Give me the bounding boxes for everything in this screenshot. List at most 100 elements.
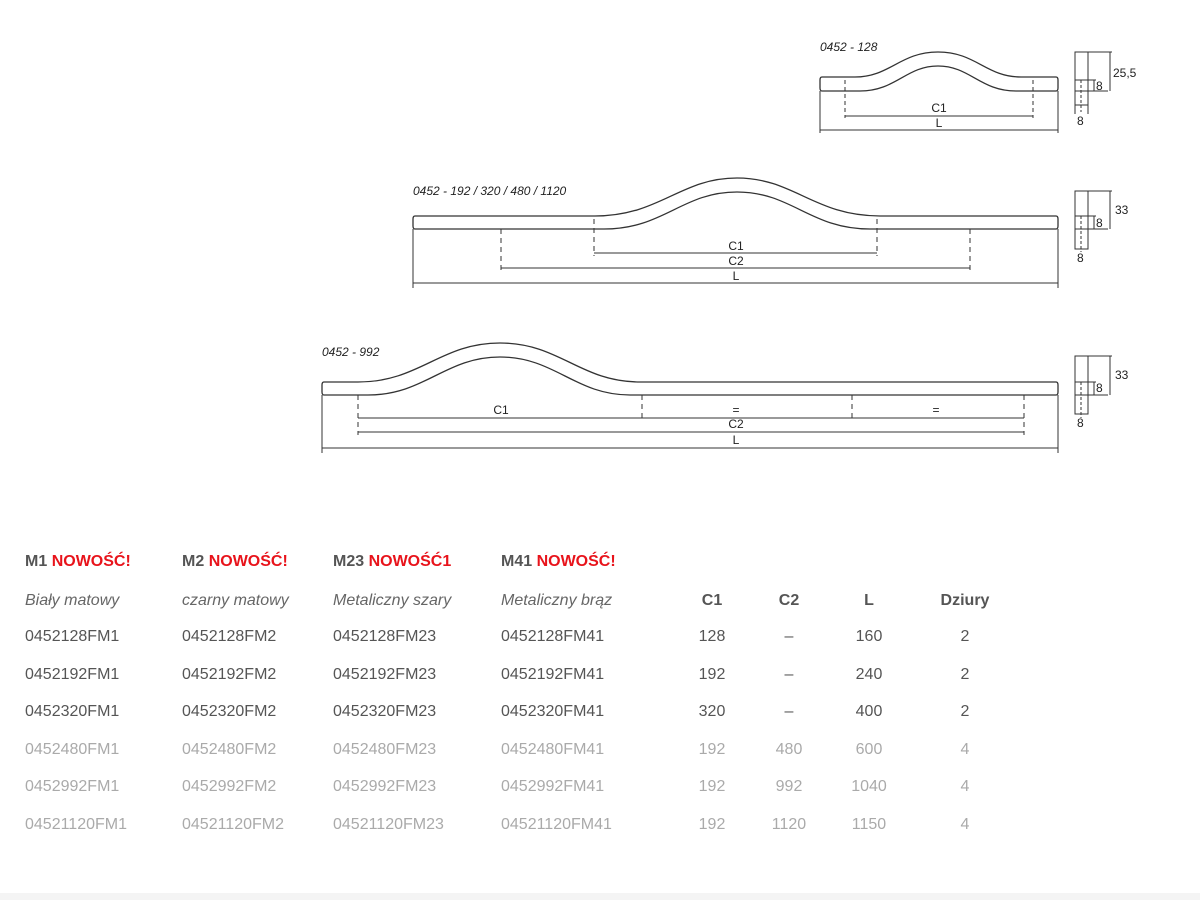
side-height-label: 33 — [1115, 368, 1129, 382]
cell-m1: 04521120FM1 — [25, 816, 127, 833]
cell-holes: 4 — [960, 741, 970, 758]
equal-label: = — [932, 403, 939, 417]
finish-name: Metaliczny brąz — [501, 592, 613, 609]
cell-m41: 0452128FM41 — [501, 628, 605, 645]
cell-holes: 4 — [960, 816, 970, 833]
cell-m2: 0452192FM2 — [182, 666, 277, 683]
cell-l: 160 — [855, 628, 883, 645]
finish-header-m23: M23 NOWOŚĆ1 — [333, 553, 451, 571]
cell-m2: 0452128FM2 — [182, 628, 277, 645]
cell-m23: 04521120FM23 — [333, 816, 444, 833]
cell-m23: 0452320FM23 — [333, 703, 437, 720]
cell-c2: 1120 — [771, 816, 807, 833]
cell-holes: 2 — [960, 628, 970, 645]
footer-strip — [0, 893, 1200, 900]
cell-m41: 0452192FM41 — [501, 666, 605, 683]
new-badge: NOWOŚĆ! — [208, 553, 288, 570]
side-width-label: 8 — [1077, 114, 1084, 128]
finish-header-m41: M41 NOWOŚĆ! — [501, 553, 616, 571]
column-header-holes: Dziury — [940, 592, 990, 609]
side-width-label: 8 — [1077, 251, 1084, 265]
column-header-c2: C2 — [778, 592, 800, 609]
cell-m23: 0452128FM23 — [333, 628, 437, 645]
cell-m2: 04521120FM2 — [182, 816, 284, 833]
cell-c1: 192 — [698, 816, 726, 833]
cell-c2: – — [784, 703, 794, 720]
side-hole-label: 8 — [1096, 216, 1103, 230]
column-header-l: L — [864, 592, 874, 609]
cell-l: 600 — [855, 741, 883, 758]
drawing-title: 0452 - 128 — [820, 40, 878, 54]
handle-outline — [819, 51, 1059, 92]
c1-label: C1 — [493, 403, 509, 417]
handle-outline — [412, 177, 1059, 230]
cell-l: 400 — [855, 703, 883, 720]
cell-m1: 0452992FM1 — [25, 778, 120, 795]
side-view: 33 8 8 — [1074, 190, 1129, 265]
finish-code: M41 — [501, 553, 533, 570]
cell-m41: 04521120FM41 — [501, 816, 612, 833]
equal-label: = — [732, 403, 739, 417]
finish-code: M2 — [182, 553, 205, 570]
cell-m23: 0452192FM23 — [333, 666, 437, 683]
c1-label: C1 — [728, 239, 744, 253]
side-hole-label: 8 — [1096, 79, 1103, 93]
c2-label: C2 — [728, 254, 744, 268]
finish-code: M1 — [25, 553, 48, 570]
new-badge: NOWOŚĆ! — [51, 553, 131, 570]
drawing-title: 0452 - 992 — [322, 345, 380, 359]
cell-c1: 320 — [698, 703, 726, 720]
cell-m1: 0452320FM1 — [25, 703, 120, 720]
cell-l: 1150 — [851, 816, 887, 833]
side-hole-label: 8 — [1096, 381, 1103, 395]
cell-m1: 0452480FM1 — [25, 741, 120, 758]
finish-header-m1: M1 NOWOŚĆ! — [25, 553, 131, 571]
c2-label: C2 — [728, 417, 744, 431]
finish-name: czarny matowy — [182, 592, 289, 609]
cell-m1: 0452128FM1 — [25, 628, 120, 645]
cell-holes: 2 — [960, 703, 970, 720]
cell-c1: 192 — [698, 778, 726, 795]
cell-m41: 0452320FM41 — [501, 703, 605, 720]
hole-lines — [844, 80, 1034, 118]
cell-c2: 992 — [775, 778, 803, 795]
c1-label: C1 — [931, 101, 947, 115]
drawing-0452-128: 0452 - 128 C1 L 25,5 8 8 — [819, 40, 1137, 133]
side-height-label: 33 — [1115, 203, 1129, 217]
l-label: L — [733, 269, 740, 283]
cell-holes: 2 — [960, 666, 970, 683]
finish-code: M23 — [333, 553, 365, 570]
l-label: L — [936, 116, 943, 130]
column-header-c1: C1 — [701, 592, 723, 609]
side-view: 33 8 8 — [1074, 355, 1129, 430]
side-width-label: 8 — [1077, 416, 1084, 430]
drawing-title: 0452 - 192 / 320 / 480 / 1120 — [413, 184, 567, 198]
cell-m2: 0452992FM2 — [182, 778, 277, 795]
cell-c1: 192 — [698, 741, 726, 758]
cell-m2: 0452320FM2 — [182, 703, 277, 720]
handle-outline — [321, 342, 1059, 396]
finish-header-m2: M2 NOWOŚĆ! — [182, 553, 288, 571]
side-height-label: 25,5 — [1113, 66, 1137, 80]
cell-holes: 4 — [960, 778, 970, 795]
cell-m1: 0452192FM1 — [25, 666, 120, 683]
cell-m23: 0452992FM23 — [333, 778, 437, 795]
l-label: L — [733, 433, 740, 447]
new-badge: NOWOŚĆ1 — [368, 553, 452, 570]
cell-m41: 0452992FM41 — [501, 778, 605, 795]
cell-c2: – — [784, 628, 794, 645]
cell-m23: 0452480FM23 — [333, 741, 437, 758]
side-view: 25,5 8 8 — [1074, 51, 1137, 128]
cell-l: 240 — [855, 666, 883, 683]
cell-m41: 0452480FM41 — [501, 741, 605, 758]
cell-c2: – — [784, 666, 794, 683]
cell-c1: 128 — [698, 628, 726, 645]
hole-lines — [357, 395, 1025, 435]
cell-c1: 192 — [698, 666, 726, 683]
new-badge: NOWOŚĆ! — [536, 553, 616, 570]
drawing-0452-992: 0452 - 992 C1 = = C2 L 33 8 8 — [321, 342, 1129, 453]
cell-l: 1040 — [851, 778, 887, 795]
finish-name: Metaliczny szary — [333, 592, 452, 609]
